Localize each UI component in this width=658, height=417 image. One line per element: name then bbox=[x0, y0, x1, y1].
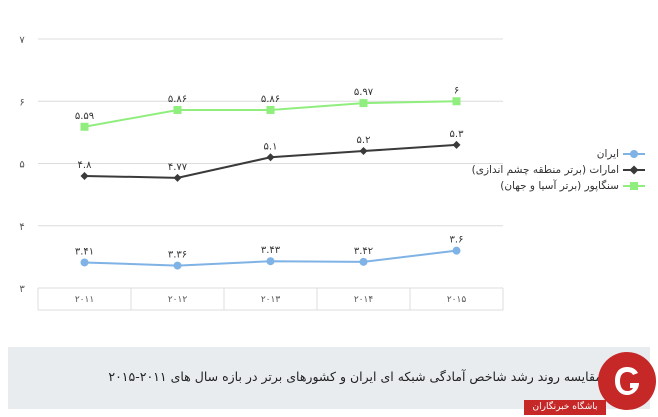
data-point bbox=[80, 171, 89, 180]
legend-swatch-iran bbox=[623, 149, 645, 159]
x-tick-label: ۲۰۱۲ bbox=[168, 295, 188, 305]
data-point bbox=[452, 140, 461, 149]
series-line-2 bbox=[84, 100, 457, 128]
legend-swatch-singapore bbox=[623, 181, 645, 191]
legend-item-singapore: سنگاپور (برتر آسیا و جهان) bbox=[470, 178, 645, 194]
brand-name: باشگاه خبرنگاران bbox=[524, 400, 606, 415]
x-tick-label: ۲۰۱۴ bbox=[354, 295, 374, 305]
legend-item-uae: امارات (برتر منطقه چشم اندازی) bbox=[470, 162, 645, 178]
y-tick-label: ۴ bbox=[19, 222, 24, 233]
x-tick-label: ۲۰۱۳ bbox=[261, 295, 281, 305]
data-label: ۳.۳۶ bbox=[168, 250, 187, 261]
data-label: ۴.۷۷ bbox=[168, 162, 188, 173]
x-tick-label: ۲۰۱۱ bbox=[75, 295, 94, 305]
y-tick-label: ۵ bbox=[19, 160, 24, 171]
data-point bbox=[173, 261, 182, 270]
caption-box: مقایسه روند رشد شاخص آمادگی شبکه ای ایرا… bbox=[8, 347, 650, 409]
data-label: ۵.۳ bbox=[450, 129, 465, 140]
data-label: ۳.۴۲ bbox=[354, 246, 373, 257]
yjc-logo-icon bbox=[598, 352, 656, 410]
data-label: ۵.۸۶ bbox=[168, 94, 187, 105]
data-point bbox=[359, 99, 368, 108]
data-point bbox=[80, 258, 89, 267]
data-label: ۶ bbox=[454, 85, 459, 96]
legend-label-iran: ایران bbox=[596, 148, 619, 160]
data-point bbox=[359, 257, 368, 266]
data-label: ۳.۶ bbox=[450, 235, 464, 246]
legend-label-singapore: سنگاپور (برتر آسیا و جهان) bbox=[500, 180, 619, 192]
data-point bbox=[266, 257, 275, 266]
chart-caption: مقایسه روند رشد شاخص آمادگی شبکه ای ایرا… bbox=[108, 369, 602, 384]
data-label: ۵.۲ bbox=[357, 135, 371, 146]
data-label: ۵.۹۷ bbox=[354, 87, 374, 98]
data-point bbox=[266, 105, 275, 114]
chart-legend: ایران امارات (برتر منطقه چشم اندازی) سنگ… bbox=[470, 146, 645, 194]
line-chart: ۳ ۴ ۵ ۶ ۷ ۲۰۱۱ ۲۰۱۲ ۲۰۱۳ ۲۰۱۴ ۲۰۱۵ ۳.۴۱ ۳.۳۶ ۳.۴۳ ۳.۴… bbox=[19, 35, 504, 311]
y-tick-label: ۳ bbox=[19, 284, 25, 295]
data-label: ۳.۴۳ bbox=[261, 245, 281, 256]
data-point bbox=[173, 105, 182, 114]
legend-swatch-uae bbox=[623, 165, 645, 175]
data-point bbox=[80, 122, 89, 131]
data-label: ۵.۵۹ bbox=[75, 111, 94, 122]
legend-label-uae: امارات (برتر منطقه چشم اندازی) bbox=[471, 164, 619, 176]
data-label: ۳.۴۱ bbox=[75, 246, 94, 257]
data-label: ۵.۸۶ bbox=[261, 94, 280, 105]
data-label: ۴.۸ bbox=[78, 160, 93, 171]
data-point bbox=[452, 246, 461, 255]
data-point bbox=[359, 147, 368, 156]
legend-item-iran: ایران bbox=[470, 146, 645, 162]
data-point bbox=[266, 153, 275, 162]
y-tick-label: ۶ bbox=[19, 97, 24, 108]
y-tick-label: ۷ bbox=[19, 35, 25, 46]
data-label: ۵.۱ bbox=[264, 141, 278, 152]
data-point bbox=[452, 97, 461, 106]
x-tick-label: ۲۰۱۵ bbox=[447, 295, 467, 305]
data-point bbox=[173, 173, 182, 182]
